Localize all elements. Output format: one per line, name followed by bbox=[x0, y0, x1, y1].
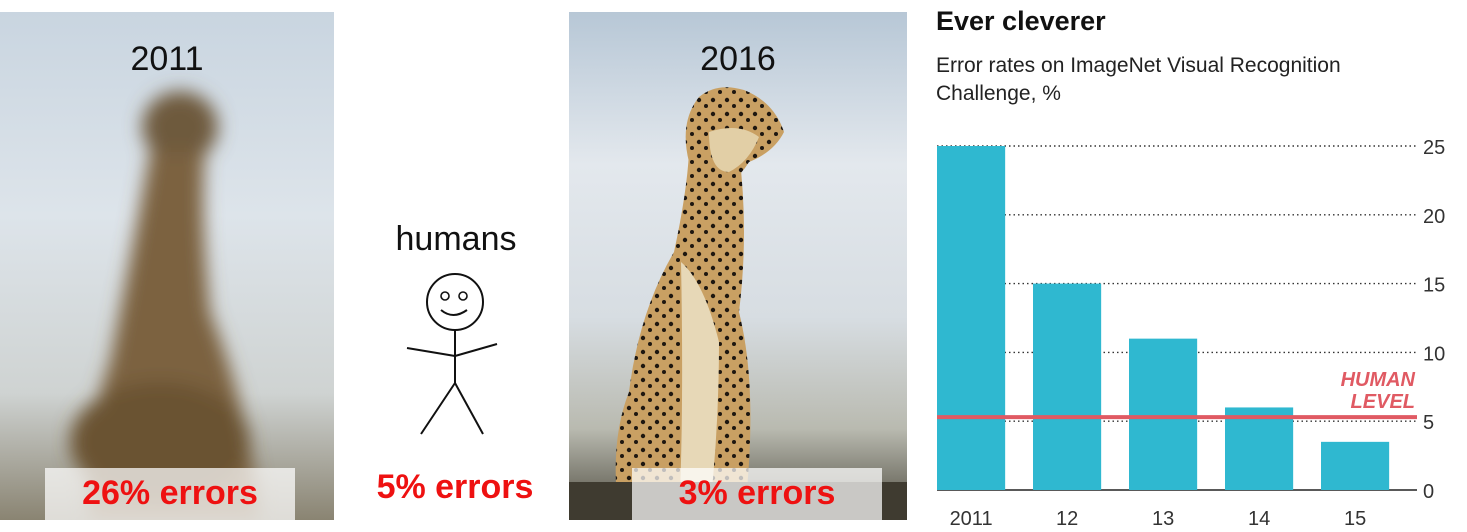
error-rate-2016: 3% errors bbox=[678, 474, 836, 512]
photo-2011: 2011 26% errors bbox=[0, 12, 334, 520]
chart-subtitle: Error rates on ImageNet Visual Recogniti… bbox=[936, 54, 1341, 105]
stick-figure-icon bbox=[406, 273, 498, 435]
cheetah-image bbox=[569, 87, 907, 520]
blurred-cheetah-image bbox=[70, 91, 260, 520]
error-badge-2016: 3% errors bbox=[632, 468, 882, 520]
chart-title: Ever cleverer bbox=[936, 6, 1106, 36]
error-rate-humans: 5% errors bbox=[376, 468, 534, 506]
error-rate-2011: 26% errors bbox=[82, 474, 258, 512]
y-tick-label-0: 0 bbox=[1423, 481, 1434, 503]
y-tick-label-10: 10 bbox=[1423, 343, 1445, 365]
bar-14 bbox=[1225, 407, 1294, 490]
x-tick-label-13: 13 bbox=[1152, 508, 1174, 530]
x-tick-label-15: 15 bbox=[1344, 508, 1366, 530]
bar-2011 bbox=[937, 146, 1006, 490]
y-tick-label-25: 25 bbox=[1423, 137, 1445, 159]
x-tick-label-14: 14 bbox=[1248, 508, 1270, 530]
y-tick-label-15: 15 bbox=[1423, 275, 1445, 297]
humans-label: humans bbox=[395, 220, 517, 258]
year-label-2011: 2011 bbox=[130, 40, 204, 78]
human-level-label-line2: LEVEL bbox=[1351, 391, 1415, 413]
error-badge-2011: 26% errors bbox=[45, 468, 295, 520]
y-tick-label-5: 5 bbox=[1423, 412, 1434, 434]
y-tick-label-20: 20 bbox=[1423, 206, 1445, 228]
photo-2016: 2016 3% errors bbox=[569, 12, 907, 520]
x-tick-label-2011: 2011 bbox=[950, 508, 993, 530]
bar-13 bbox=[1129, 338, 1198, 490]
human-level-label-line1: HUMAN bbox=[1341, 369, 1416, 391]
bar-15 bbox=[1321, 441, 1390, 490]
x-tick-label-12: 12 bbox=[1056, 508, 1078, 530]
bar-12 bbox=[1033, 283, 1102, 490]
year-label-2016: 2016 bbox=[700, 40, 776, 78]
